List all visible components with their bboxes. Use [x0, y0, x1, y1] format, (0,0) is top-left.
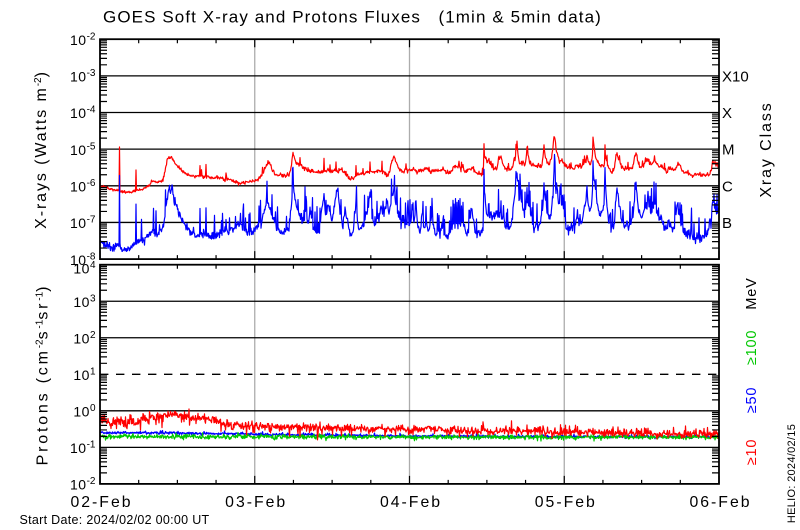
svg-text:≥50: ≥50: [744, 387, 760, 414]
svg-text:X10: X10: [722, 68, 749, 85]
svg-text:02-Feb: 02-Feb: [70, 494, 132, 511]
svg-text:M: M: [722, 142, 735, 159]
svg-text:B: B: [722, 215, 732, 232]
svg-text:Xray Class: Xray Class: [758, 101, 775, 197]
svg-text:≥100: ≥100: [744, 330, 760, 365]
svg-text:Start Date: 2024/02/02 00:00 U: Start Date: 2024/02/02 00:00 UT: [20, 513, 210, 527]
svg-text:HELIO: 2024/02/15: HELIO: 2024/02/15: [786, 424, 798, 523]
svg-text:Protons (cm-2s-1sr-1): Protons (cm-2s-1sr-1): [35, 284, 52, 466]
svg-text:≥10: ≥10: [744, 439, 760, 466]
svg-text:05-Feb: 05-Feb: [535, 494, 597, 511]
svg-text:X-rays (Watts m-2): X-rays (Watts m-2): [33, 70, 50, 229]
svg-text:MeV: MeV: [744, 277, 760, 309]
svg-text:C: C: [722, 178, 733, 195]
svg-text:04-Feb: 04-Feb: [380, 494, 442, 511]
svg-text:X: X: [722, 105, 732, 122]
svg-text:GOES Soft X-ray and Protons Fl: GOES Soft X-ray and Protons Fluxes (1min…: [103, 8, 602, 27]
svg-text:03-Feb: 03-Feb: [225, 494, 287, 511]
svg-text:06-Feb: 06-Feb: [689, 494, 751, 511]
